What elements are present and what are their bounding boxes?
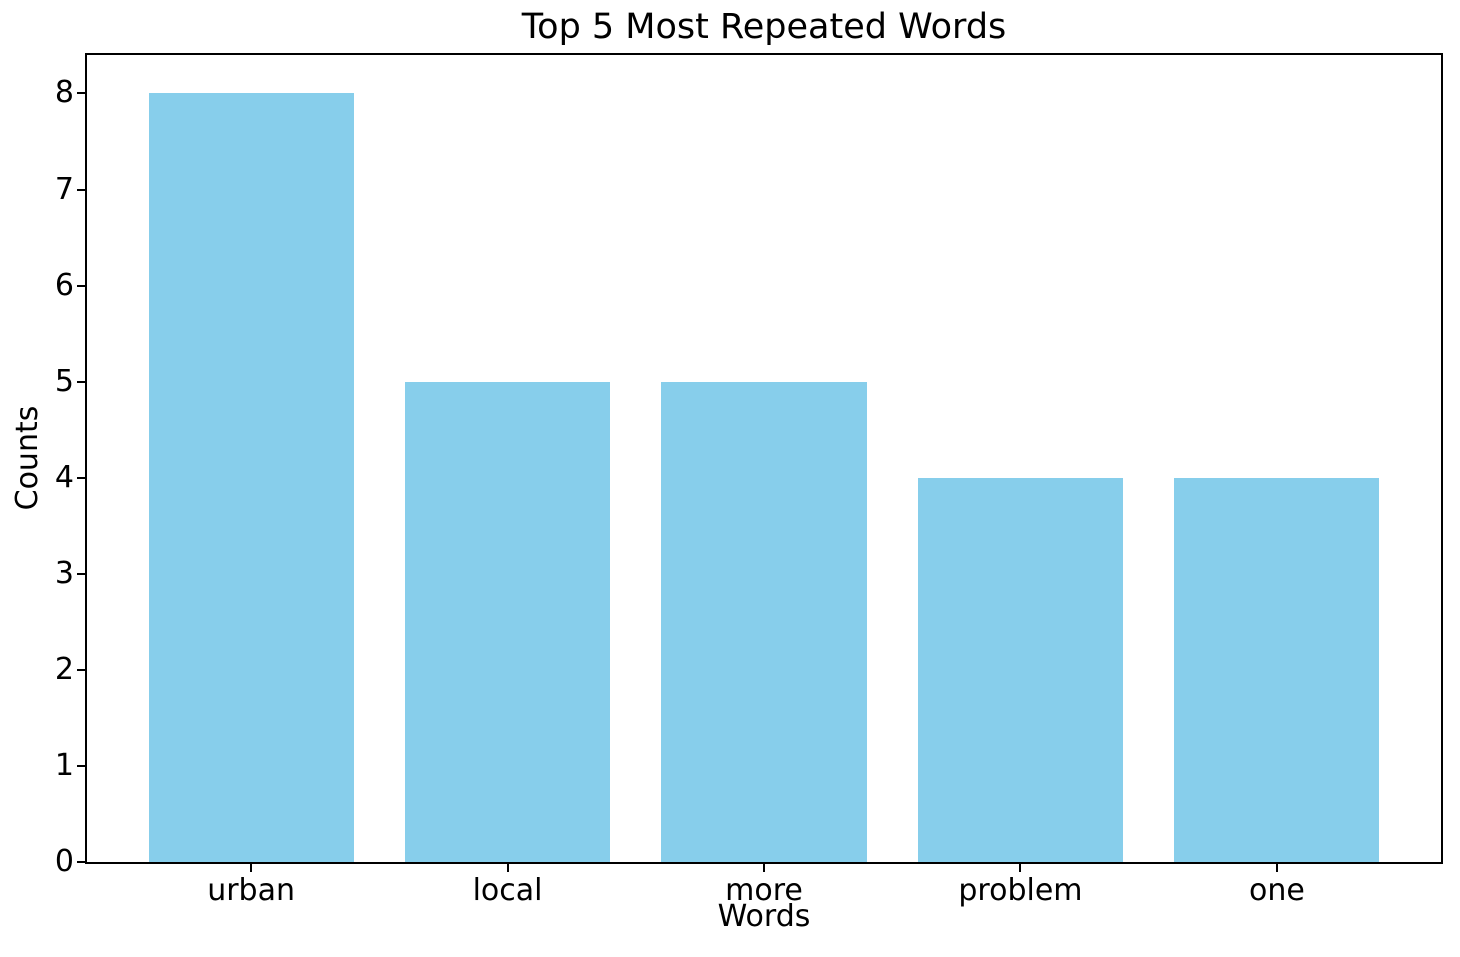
plot-area: urban local more problem one 0 1 2 3 4 5 6 7 8 bbox=[55, 53, 1443, 907]
chart-title: Top 5 Most Repeated Words bbox=[521, 7, 1007, 47]
bar-urban bbox=[148, 93, 354, 862]
bar-more bbox=[661, 381, 867, 862]
x-tick-label-local: local bbox=[472, 873, 543, 908]
y-tick-4 bbox=[77, 476, 87, 479]
bar-problem bbox=[917, 477, 1123, 862]
y-tick-6 bbox=[77, 284, 87, 287]
y-tick-7 bbox=[77, 188, 87, 191]
x-tick-label-problem: problem bbox=[958, 873, 1083, 908]
y-tick-label-6: 6 bbox=[54, 267, 74, 303]
x-axis-label: Words bbox=[717, 899, 811, 934]
y-tick-8 bbox=[77, 92, 87, 95]
y-tick-label-2: 2 bbox=[54, 651, 74, 687]
bar-local bbox=[404, 381, 611, 862]
x-tick-urban bbox=[250, 862, 253, 872]
x-tick-label-one: one bbox=[1248, 873, 1305, 908]
x-tick-local bbox=[506, 862, 509, 872]
x-tick-problem bbox=[1019, 862, 1022, 872]
y-tick-label-8: 8 bbox=[54, 75, 74, 111]
y-tick-label-7: 7 bbox=[54, 171, 74, 207]
y-tick-2 bbox=[77, 668, 87, 671]
y-tick-label-4: 4 bbox=[54, 459, 74, 495]
y-tick-1 bbox=[77, 764, 87, 767]
y-tick-label-3: 3 bbox=[54, 555, 74, 591]
y-axis-label: Counts bbox=[10, 405, 45, 511]
x-tick-one bbox=[1275, 862, 1278, 872]
x-tick-label-urban: urban bbox=[207, 873, 296, 908]
y-tick-label-1: 1 bbox=[54, 747, 74, 783]
y-tick-label-0: 0 bbox=[54, 844, 74, 879]
x-tick-label-more: more bbox=[725, 873, 803, 908]
y-tick-0 bbox=[77, 861, 87, 863]
y-tick-3 bbox=[77, 572, 87, 575]
y-tick-label-5: 5 bbox=[54, 363, 74, 399]
x-tick-more bbox=[763, 862, 765, 872]
bar-one bbox=[1174, 477, 1380, 862]
y-tick-5 bbox=[77, 380, 87, 383]
